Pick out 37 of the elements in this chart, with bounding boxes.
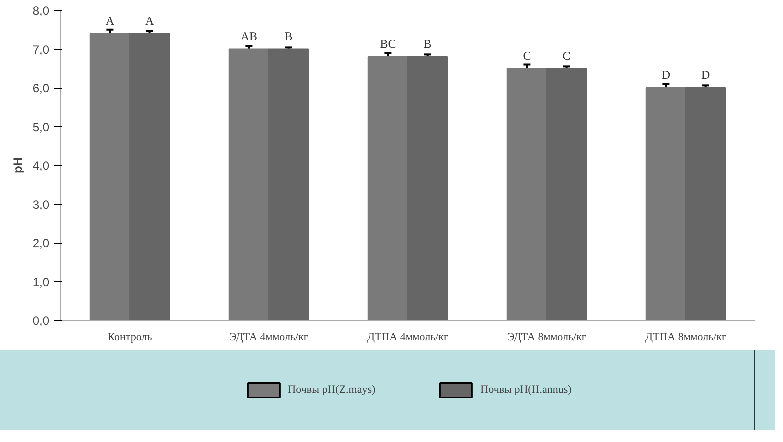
annotation: A bbox=[145, 14, 154, 28]
legend-label: Почвы pH(Z.mays) bbox=[288, 384, 376, 396]
y-tick-label: 3,0 bbox=[32, 198, 50, 212]
annotation: BC bbox=[380, 37, 396, 52]
x-tick-label: Контроль bbox=[108, 332, 152, 344]
bar bbox=[686, 88, 726, 320]
annotation: C bbox=[562, 48, 571, 63]
bar bbox=[506, 68, 548, 320]
bar bbox=[408, 56, 448, 320]
x-tick-label: ДТПА 8ммоль/кг bbox=[645, 332, 728, 344]
annotation: B bbox=[284, 29, 293, 44]
annotation: A bbox=[106, 14, 115, 28]
annotation: B bbox=[424, 37, 432, 52]
annotation: AB bbox=[240, 29, 258, 44]
legend-label: Почвы pH(H.annus) bbox=[480, 384, 572, 396]
bar bbox=[268, 48, 310, 320]
y-tick-label: 0,0 bbox=[32, 314, 50, 328]
annotation: D bbox=[662, 68, 671, 82]
y-tick-label: 5,0 bbox=[32, 120, 50, 134]
annotation: D bbox=[701, 68, 710, 82]
annotation: C bbox=[523, 48, 532, 63]
bar bbox=[130, 33, 170, 320]
bar bbox=[646, 88, 686, 320]
y-axis-title: pH bbox=[10, 158, 25, 174]
y-tick-label: 4,0 bbox=[32, 159, 50, 173]
y-tick-label: 6,0 bbox=[32, 82, 50, 96]
x-tick-label: ЭДТА 8ммоль/кг bbox=[508, 332, 587, 344]
y-tick-label: 8,0 bbox=[32, 4, 50, 18]
bar bbox=[228, 48, 270, 320]
bar bbox=[368, 56, 408, 320]
y-tick-label: 7,0 bbox=[32, 42, 50, 57]
bar bbox=[90, 33, 130, 320]
bar bbox=[546, 68, 588, 320]
x-tick-label: ЭДТА 4ммоль/кг bbox=[230, 332, 309, 344]
x-tick-label: ДТПА 4ммоль/кг bbox=[367, 332, 450, 344]
y-tick-label: 2,0 bbox=[32, 236, 50, 250]
y-tick-label: 1,0 bbox=[32, 275, 50, 290]
